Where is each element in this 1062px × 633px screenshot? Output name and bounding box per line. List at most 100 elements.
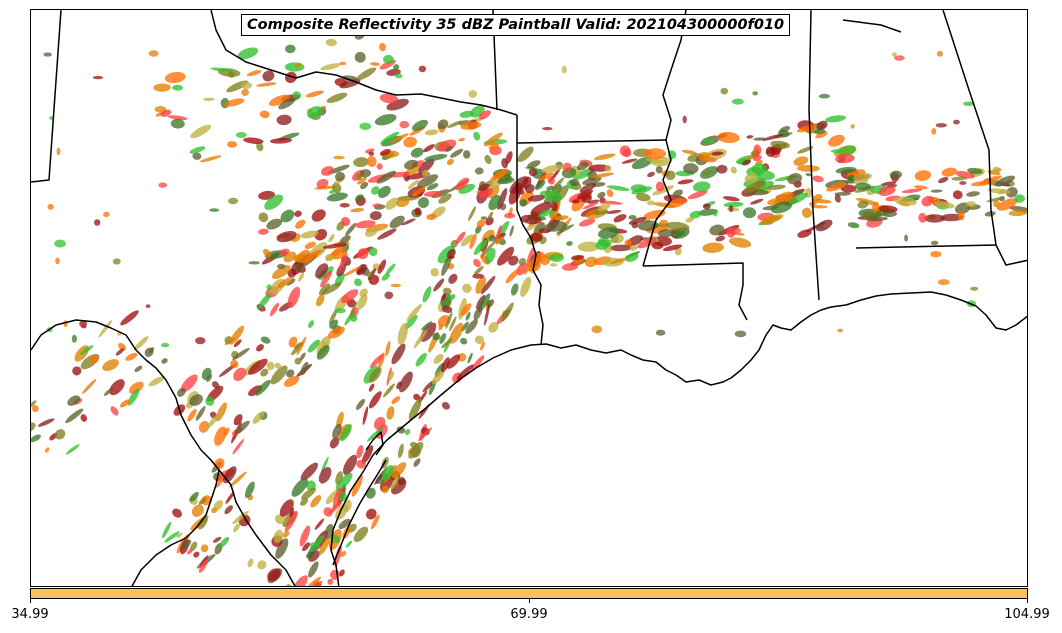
reflectivity-blob <box>339 424 352 442</box>
reflectivity-blob <box>200 555 209 566</box>
reflectivity-blob <box>520 214 542 225</box>
reflectivity-blob <box>441 253 453 276</box>
reflectivity-blob <box>433 353 444 364</box>
reflectivity-blob <box>321 105 327 110</box>
reflectivity-blob <box>476 219 486 228</box>
reflectivity-blob <box>457 353 467 362</box>
reflectivity-blob <box>374 113 397 126</box>
reflectivity-blob <box>377 228 397 240</box>
reflectivity-blob <box>345 222 357 236</box>
reflectivity-blob <box>289 507 294 518</box>
reflectivity-blob <box>424 129 439 136</box>
reflectivity-blob <box>469 233 477 250</box>
reflectivity-blob <box>637 237 657 249</box>
reflectivity-blob <box>199 155 222 163</box>
reflectivity-blob <box>325 254 334 262</box>
barrier-island <box>332 459 387 566</box>
reflectivity-blob <box>333 155 345 160</box>
reflectivity-blob <box>408 399 422 421</box>
reflectivity-blob <box>685 217 694 223</box>
reflectivity-blob <box>476 294 486 310</box>
reflectivity-blob <box>129 381 144 394</box>
reflectivity-blob <box>338 252 348 272</box>
reflectivity-blob <box>311 209 326 222</box>
reflectivity-blob <box>788 192 809 205</box>
reflectivity-blob <box>540 164 565 173</box>
reflectivity-blob <box>579 183 596 193</box>
reflectivity-blob <box>924 214 945 223</box>
reflectivity-blob <box>677 179 694 185</box>
reflectivity-blob <box>430 268 439 277</box>
reflectivity-blob <box>44 447 50 453</box>
reflectivity-blob <box>711 151 724 156</box>
reflectivity-blob <box>967 167 983 175</box>
reflectivity-blob <box>439 333 447 344</box>
reflectivity-blob <box>449 316 457 332</box>
reflectivity-blob <box>495 236 504 244</box>
reflectivity-blob <box>356 445 364 459</box>
reflectivity-blob <box>458 183 475 194</box>
reflectivity-blob <box>190 541 198 552</box>
reflectivity-blob <box>335 171 346 182</box>
reflectivity-blob <box>349 313 358 322</box>
border-tx-la <box>516 115 544 346</box>
reflectivity-blob <box>750 198 764 205</box>
reflectivity-blob <box>421 169 430 177</box>
reflectivity-blob <box>624 239 632 247</box>
reflectivity-blob <box>318 283 331 296</box>
reflectivity-blob <box>970 286 979 291</box>
reflectivity-blob <box>527 160 541 169</box>
reflectivity-blob <box>357 177 367 185</box>
reflectivity-blob <box>816 120 828 131</box>
reflectivity-blob <box>233 523 241 533</box>
reflectivity-blob <box>322 243 347 249</box>
reflectivity-blob <box>276 114 292 126</box>
reflectivity-blob <box>252 411 265 424</box>
reflectivity-blob <box>561 65 567 74</box>
reflectivity-blob <box>368 151 375 156</box>
reflectivity-blob <box>303 249 321 263</box>
reflectivity-blob <box>120 310 139 326</box>
reflectivity-blob <box>933 201 955 209</box>
reflectivity-blob <box>329 319 339 329</box>
reflectivity-blob <box>247 558 254 568</box>
reflectivity-blob <box>963 101 974 107</box>
reflectivity-blob <box>448 255 455 259</box>
reflectivity-blob <box>591 172 615 179</box>
reflectivity-blob <box>368 367 382 383</box>
reflectivity-blob <box>109 379 125 396</box>
reflectivity-blob <box>467 352 473 364</box>
reflectivity-paintball-layer <box>31 31 1027 586</box>
reflectivity-blob <box>210 67 233 72</box>
reflectivity-blob <box>413 393 421 401</box>
reflectivity-blob <box>195 406 206 421</box>
reflectivity-blob <box>556 224 575 235</box>
reflectivity-blob <box>465 319 478 334</box>
reflectivity-blob <box>205 412 221 430</box>
reflectivity-blob <box>318 467 332 484</box>
reflectivity-blob <box>308 561 319 578</box>
reflectivity-blob <box>355 220 376 229</box>
reflectivity-blob <box>422 286 432 303</box>
reflectivity-blob <box>509 225 514 237</box>
reflectivity-blob <box>480 216 488 220</box>
reflectivity-blob <box>477 183 490 191</box>
reflectivity-blob <box>456 364 474 380</box>
reflectivity-blob <box>386 98 409 111</box>
reflectivity-blob <box>473 306 483 321</box>
reflectivity-blob <box>930 251 942 258</box>
border-la-ms <box>642 262 748 321</box>
reflectivity-blob <box>702 138 715 144</box>
reflectivity-blob <box>233 367 247 382</box>
reflectivity-blob <box>342 454 358 476</box>
reflectivity-blob <box>588 164 611 172</box>
reflectivity-blob <box>115 348 125 356</box>
reflectivity-blob <box>483 132 503 147</box>
reflectivity-blob <box>378 185 391 199</box>
border-ar-la <box>516 139 667 144</box>
reflectivity-blob <box>297 272 305 282</box>
reflectivity-blob <box>959 181 967 185</box>
reflectivity-blob <box>291 478 309 497</box>
reflectivity-blob <box>316 294 325 307</box>
reflectivity-blob <box>284 375 300 387</box>
